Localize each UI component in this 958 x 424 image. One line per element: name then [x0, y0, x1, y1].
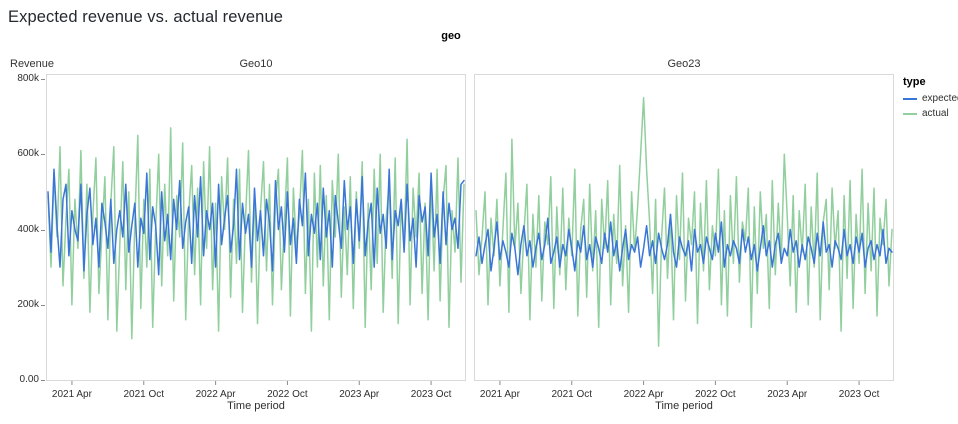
panels-row: 0.00 200k 400k 600k 800k Geo10 2021 Apr 2021 …: [8, 58, 958, 412]
x-tick-label: 2021 Apr: [52, 389, 93, 400]
expected-line-swatch: [903, 97, 917, 100]
x-tick-label: 2023 Apr: [339, 389, 380, 400]
x-tick-label: 2021 Oct: [123, 389, 164, 400]
legend-item-label: actual: [922, 108, 949, 119]
page-title: Expected revenue vs. actual revenue: [8, 8, 284, 26]
y-tick-label: 600k: [17, 148, 39, 160]
chart-region: Revenue 0.00 200k 400k 600k 800k Geo10 2021 …: [8, 58, 958, 412]
x-tick-label: 2022 Apr: [196, 389, 237, 400]
plot-area-geo23: 2021 Apr 2021 Oct 2022 Apr 2022 Oct 2023 Apr…: [474, 74, 894, 400]
legend-item-actual: actual: [903, 108, 958, 119]
y-axis-tick: [41, 229, 45, 231]
y-axis: 0.00 200k 400k 600k 800k: [8, 58, 46, 386]
x-tick-label: 2021 Oct: [551, 389, 592, 400]
y-axis-tick: [41, 154, 45, 156]
expected-line: [475, 213, 893, 276]
actual-line: [475, 97, 893, 347]
facet-title: Geo10: [239, 58, 273, 70]
y-axis-tick: [41, 380, 45, 381]
page: Expected revenue vs. actual revenue geo …: [8, 8, 958, 412]
y-tick-label: 400k: [17, 223, 39, 235]
legend-item-expected: expected: [903, 93, 958, 104]
x-tick-label: 2023 Apr: [767, 389, 808, 400]
facet-field-label: geo: [441, 30, 461, 42]
legend-title: type: [903, 76, 926, 88]
x-tick-label: 2022 Apr: [624, 389, 665, 400]
facet-panel-geo10: Geo10 2021 Apr 2021 Oct 2022 Apr 2022 Oct 20…: [46, 58, 466, 412]
y-tick-label: 0.00: [19, 374, 39, 385]
facet-panel-geo23: Geo23 2021 Apr 2021 Oct 2022 Apr 2022 Oct 20…: [474, 58, 894, 412]
x-tick-label: 2021 Apr: [480, 389, 521, 400]
plot-area-geo10: 2021 Apr 2021 Oct 2022 Apr 2022 Oct 2023 Apr…: [46, 74, 466, 400]
x-tick-label: 2023 Oct: [411, 389, 452, 400]
legend-item-label: expected: [922, 93, 958, 104]
legend: type expected actual: [903, 58, 958, 123]
y-axis-tick: [41, 304, 45, 306]
y-axis-tick: [41, 79, 45, 80]
x-tick-label: 2022 Oct: [267, 389, 308, 400]
y-tick-label: 200k: [17, 298, 39, 310]
expected-line: [47, 168, 465, 276]
actual-line: [47, 127, 465, 340]
x-axis-title: Time period: [655, 400, 713, 412]
x-tick-label: 2022 Oct: [695, 389, 736, 400]
x-tick-label: 2023 Oct: [839, 389, 880, 400]
x-axis-title: Time period: [227, 400, 285, 412]
actual-line-swatch: [903, 112, 917, 115]
facet-title: Geo23: [667, 58, 701, 70]
y-tick-label: 800k: [17, 73, 39, 84]
y-axis-title: Revenue: [10, 58, 55, 70]
